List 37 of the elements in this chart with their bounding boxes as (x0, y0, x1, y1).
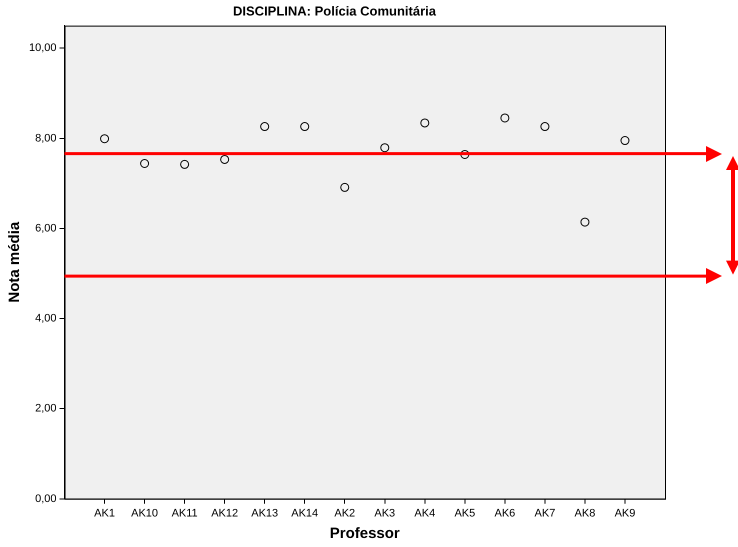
x-axis-title: Professor (330, 525, 400, 542)
y-tick-label: 0,00 (35, 492, 57, 505)
x-tick-label: AK9 (614, 507, 636, 520)
point (380, 143, 390, 152)
x-tick-label: AK5 (454, 507, 476, 520)
point (580, 218, 590, 227)
point (180, 160, 190, 169)
x-tick-label: AK14 (291, 507, 318, 520)
y-tick-label: 8,00 (35, 132, 57, 144)
x-tick-label: AK4 (414, 507, 436, 520)
point (100, 134, 110, 144)
x-tick-label: AK6 (494, 507, 516, 520)
x-tick-label: AK11 (172, 507, 198, 520)
point (420, 118, 430, 128)
x-tick-label: AK13 (251, 507, 278, 520)
y-tick-label: 4,00 (35, 312, 57, 325)
point (340, 182, 350, 192)
x-tick-label: AK1 (94, 507, 115, 520)
point (500, 113, 510, 122)
x-tick-label: AK7 (534, 507, 556, 520)
y-tick-label: 2,00 (35, 402, 57, 415)
chart-title: DISCIPLINA: Polícia Comunitária (233, 3, 437, 18)
point (220, 154, 230, 164)
x-tick-label: AK8 (574, 507, 596, 520)
x-tick-label: AK3 (374, 507, 396, 520)
y-tick-label: 6,00 (35, 222, 57, 234)
y-axis-title: Nota média (6, 221, 24, 303)
x-tick-label: AK2 (334, 507, 356, 520)
y-tick-label: 10,00 (28, 42, 57, 54)
point (300, 122, 310, 132)
point (460, 150, 470, 159)
x-tick-label: AK10 (131, 507, 158, 520)
point (620, 136, 630, 146)
point (540, 122, 550, 132)
point (140, 159, 150, 168)
x-tick-label: AK12 (211, 507, 238, 520)
point (260, 122, 270, 132)
